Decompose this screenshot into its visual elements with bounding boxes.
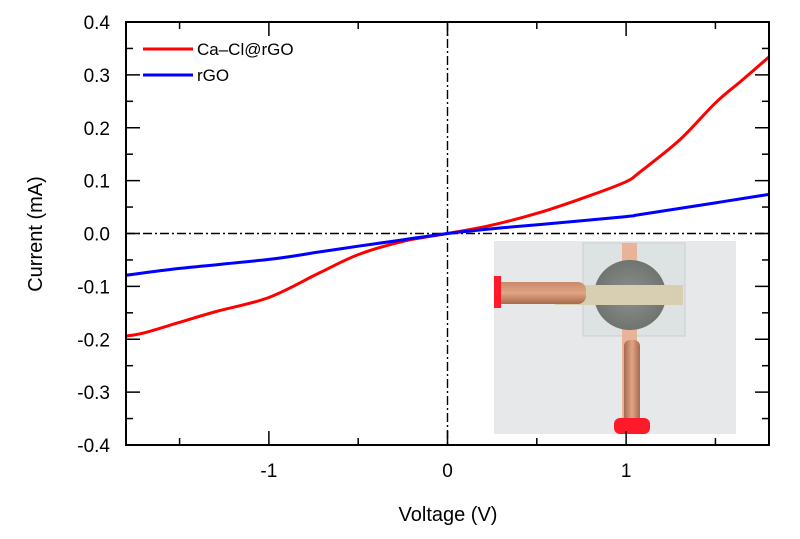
x-axis: -1 0 1: [178, 22, 717, 482]
series-layer: [125, 55, 770, 338]
y-tick-label: 0.3: [84, 66, 110, 87]
y-axis-title: Current (mA): [25, 176, 47, 292]
y-tick-label: 0.2: [84, 119, 110, 140]
x-axis-title: Voltage (V): [399, 504, 498, 526]
y-tick-label: -0.3: [77, 383, 110, 404]
y-axis: -0.4 -0.3 -0.2 -0.1 0.0 0.1 0.2 0.3 0.4: [77, 13, 769, 457]
inset-photo: [494, 241, 736, 434]
legend-label: rGO: [197, 66, 229, 85]
legend: Ca–Cl@rGO rGO: [143, 40, 294, 85]
y-tick-label: 0.1: [84, 172, 110, 193]
legend-label: Ca–Cl@rGO: [197, 40, 294, 59]
x-tick-label: -1: [260, 461, 277, 482]
y-tick-label: 0.4: [84, 13, 111, 34]
y-tick-label: 0.0: [84, 225, 110, 246]
y-tick-label: -0.4: [77, 436, 110, 457]
x-tick-label: 1: [621, 461, 632, 482]
y-tick-label: -0.1: [77, 277, 110, 298]
y-tick-label: -0.2: [77, 330, 110, 351]
series-line-rgo: [125, 192, 770, 277]
x-tick-label: 0: [442, 461, 453, 482]
